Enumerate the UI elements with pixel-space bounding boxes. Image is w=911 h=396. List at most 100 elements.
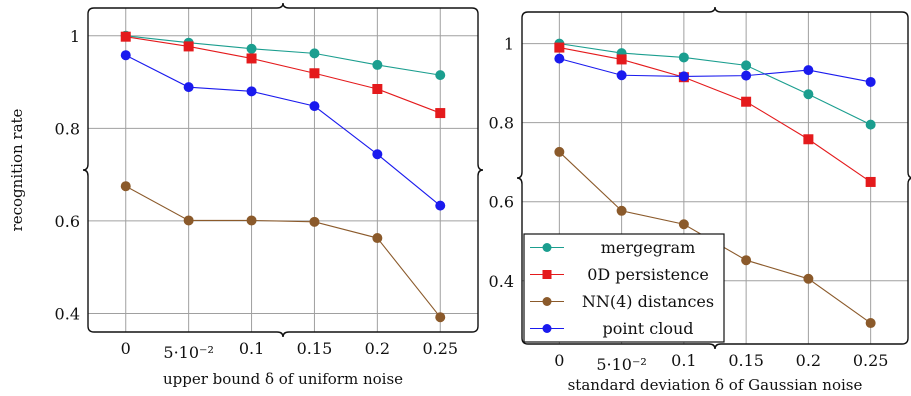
series-point-cloud: [120, 50, 446, 211]
x-tick-label: 0.15: [728, 351, 764, 370]
y-tick-label: 0.4: [55, 304, 80, 323]
plot-frame: [82, 2, 484, 338]
x-tick-label: 0: [121, 339, 131, 358]
legend-item-point-cloud: point cloud: [530, 319, 694, 338]
x-tick-label: 0: [554, 351, 564, 370]
data-point: [183, 41, 194, 52]
y-tick-label: 0.8: [55, 119, 80, 138]
x-tick-label: 0.2: [796, 351, 821, 370]
data-point: [678, 71, 689, 82]
data-point: [554, 53, 565, 64]
data-point: [435, 108, 446, 119]
chart-gaussian-noise: 0.4 0.6 0.8 1 0 5·10⁻² 0.1 0.15 0.2 0.25 standard …: [489, 6, 911, 394]
y-tick-label: 0.4: [489, 272, 514, 291]
y-tick-label: 0.6: [489, 193, 514, 212]
series-line: [559, 43, 871, 126]
series-line: [125, 185, 441, 318]
legend-label: NN(4) distances: [582, 292, 714, 311]
data-point: [865, 119, 876, 130]
legend-item-nn-4-distances: NN(4) distances: [530, 292, 714, 311]
data-point: [246, 43, 257, 54]
data-point: [678, 52, 689, 63]
data-point: [246, 215, 257, 226]
x-tick-label: 5·10⁻²: [596, 355, 646, 374]
legend-marker: [542, 243, 552, 252]
y-tick-label: 1: [70, 27, 80, 46]
data-point: [309, 101, 320, 112]
data-point: [120, 31, 131, 42]
x-axis-label: upper bound δ of uniform noise: [163, 370, 403, 388]
plot-frame: [516, 6, 911, 350]
data-point: [741, 60, 752, 71]
data-point: [372, 84, 383, 94]
series-nn-4-distances: [554, 146, 876, 329]
data-point: [372, 59, 383, 70]
x-tick-label: 0.25: [853, 351, 889, 370]
data-point: [435, 70, 446, 81]
data-point: [309, 68, 320, 79]
x-tick-label: 0.1: [671, 351, 696, 370]
y-tick-label: 0.8: [489, 114, 514, 133]
legend-marker: [542, 270, 552, 279]
series-0d-persistence: [554, 42, 876, 187]
data-point: [865, 318, 876, 329]
chart-uniform-noise: 0.4 0.6 0.8 1 0 5·10⁻² 0.1 0.15 0.2 0.25 upper bou…: [8, 2, 484, 388]
data-point: [309, 216, 320, 227]
series-nn-4-distances: [120, 181, 446, 323]
data-point: [183, 215, 194, 226]
legend-marker: [542, 324, 552, 333]
series-line: [125, 35, 441, 76]
x-axis-label: standard deviation δ of Gaussian noise: [568, 376, 863, 394]
data-point: [741, 70, 752, 81]
legend-label: point cloud: [602, 319, 693, 338]
x-tick-label: 0.25: [422, 339, 458, 358]
series-mergegram: [120, 30, 446, 81]
data-point: [120, 181, 131, 192]
data-point: [183, 82, 194, 93]
x-tick-label: 0.15: [297, 339, 333, 358]
data-point: [741, 255, 752, 266]
data-point: [803, 65, 814, 76]
data-point: [678, 219, 689, 230]
data-point: [803, 134, 814, 145]
data-point: [309, 48, 320, 59]
x-tick-label: 0.2: [365, 339, 390, 358]
legend-item-mergegram: mergegram: [530, 238, 695, 257]
x-tick-label: 5·10⁻²: [163, 343, 213, 362]
data-point: [616, 54, 627, 65]
data-point: [616, 70, 627, 81]
series-mergegram: [554, 38, 876, 130]
data-point: [435, 312, 446, 323]
series-line: [559, 58, 871, 83]
y-axis-label: recognition rate: [8, 108, 26, 231]
data-point: [435, 200, 446, 211]
series-0d-persistence: [120, 31, 446, 119]
data-point: [865, 176, 876, 187]
legend-label: mergegram: [601, 238, 696, 257]
data-point: [741, 96, 752, 107]
series-line: [559, 47, 871, 183]
data-point: [246, 86, 257, 97]
data-point: [803, 89, 814, 100]
data-point: [372, 149, 383, 160]
data-point: [246, 53, 257, 64]
x-tick-label: 0.1: [239, 339, 264, 358]
y-tick-label: 1: [504, 35, 514, 54]
data-point: [803, 273, 814, 284]
data-point: [865, 76, 876, 87]
legend-item-0d-persistence: 0D persistence: [530, 265, 709, 284]
data-point: [120, 50, 131, 61]
y-tick-label: 0.6: [55, 212, 80, 231]
series-line: [125, 36, 441, 114]
data-point: [616, 205, 627, 216]
legend-label: 0D persistence: [587, 265, 709, 284]
series-point-cloud: [554, 53, 876, 87]
legend: mergegram 0D persistence NN(4) distances po…: [523, 233, 725, 343]
legend-box: [523, 233, 725, 343]
legend-marker: [542, 297, 552, 306]
data-point: [372, 233, 383, 244]
data-point: [554, 42, 565, 53]
data-point: [554, 146, 565, 157]
series-line: [125, 54, 441, 207]
